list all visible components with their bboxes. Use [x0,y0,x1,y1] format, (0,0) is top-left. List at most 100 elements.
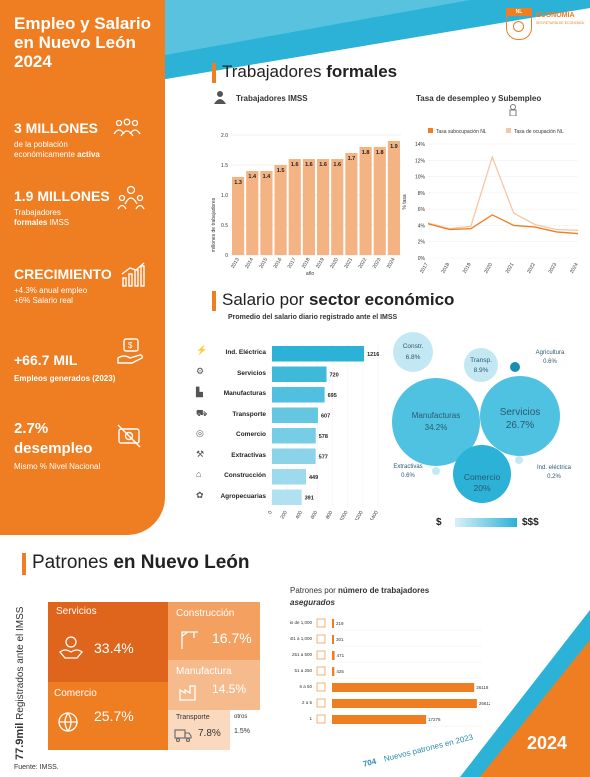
bar-value-label: 1.6 [319,162,327,168]
y-tick-label: 10% [415,175,426,181]
bar [272,407,318,423]
company-icon [316,698,326,708]
bar-value-label: 219 [336,621,344,626]
bar [332,619,334,628]
logo-subtitle: SECRETARÍA DE ECONOMÍA [536,21,584,25]
bar [246,171,259,255]
x-tick-label: 400 [295,510,304,520]
x-tick-label: 1400 [369,510,380,520]
x-tick-label: 2013 [230,257,241,270]
x-tick-label: 2022 [526,262,537,275]
bar-value-label: 577 [319,454,328,460]
truck-icon [174,728,192,743]
x-tick-label: 2019 [462,262,473,275]
row-label: 2 a 5 [302,700,313,705]
row-label: 251 a 500 [292,652,313,657]
commerce-icon: ◎ [196,428,204,438]
stat-line: IMSS [47,218,70,227]
row-label: 1 [309,716,312,721]
bar-value-label: 607 [321,413,330,419]
title-emphasis: en Nuevo León [113,552,250,573]
stat-new-jobs: +66.7 MIL Empleos generados (2023) [14,352,115,384]
bar [359,147,372,255]
bubble [464,348,498,382]
cell-label: Transporte [176,714,210,721]
bar-value-label: 1.6 [291,162,299,168]
imss-bar-chart: millones de trabajadores año 0 0.5 1.0 1.5 2… [211,133,401,275]
x-tick-label: 2021 [343,257,354,270]
y-axis-label: millones de trabajadores [211,197,217,252]
bar-value-label: 720 [330,372,339,378]
sector-label: Servicios [237,369,266,377]
stat-line: económicamente [14,150,78,159]
bar-value-label: 1.6 [305,162,313,168]
treemap-cell-transporte: Transporte 7.8% [168,710,230,750]
x-tick-label: 2021 [505,262,516,275]
x-tick-label: 2017 [419,262,430,275]
row-label: 51 a 250 [294,668,312,673]
bubble [510,362,520,372]
x-tick-label: 800 [325,510,334,520]
stat-value: +66.7 MIL [14,352,78,368]
factory-icon [178,682,198,702]
bubble-label: Extractivas [393,464,422,470]
bar [345,153,358,255]
bar [272,448,316,464]
sidebar [0,0,165,535]
extraction-icon: ⚒ [196,449,205,459]
x-tick-label: 2016 [273,257,284,270]
bar-value-label: 17276 [428,717,441,722]
y-tick-label: 2% [418,240,426,246]
sector-label: Transporte [232,410,266,418]
commerce-globe-icon [56,710,80,734]
x-tick-label: 600 [310,510,319,520]
bar-value-label: 1.8 [362,150,370,156]
company-icon [316,650,326,660]
title-part: Salario por [222,290,309,309]
crane-icon [178,628,200,650]
bar [331,159,344,255]
x-tick-label: 2015 [258,257,269,270]
bar-value-label: 391 [305,495,314,501]
treemap-cell-manufactura: Manufactura 14.5% [168,660,260,710]
new-patrons-value: 704 [362,756,378,769]
company-icon [316,682,326,692]
y-tick-label: 6% [418,207,426,213]
salary-bar-chart: 0 200 400 600 800 1000 1200 1400 1216 720 695 607 57… [268,344,380,520]
logo-badge: NL [507,8,531,16]
bar-value-label: 1.5 [277,168,285,174]
bar-value-label: 1.7 [348,156,356,162]
bar [332,683,475,692]
bar-value-label: 26612 [479,701,490,706]
sector-label: Ind. Eléctrica [225,349,266,356]
y-tick-label: 1.0 [221,193,228,199]
bar [387,141,400,255]
stat-value: 2.7% [14,420,49,437]
bar-value-label: 425 [336,669,344,674]
bar [232,177,245,255]
salary-chart-subtitle: Promedio del salario diario registrado a… [228,314,398,321]
x-tick-label: 2023 [548,262,559,275]
stat-line: de la población [14,140,68,149]
bubble-value: 0.2% [547,474,561,480]
stat-unemployment: 2.7% desempleo Mismo % Nivel Nacional [14,420,100,472]
company-icon [316,634,326,644]
bar [272,489,302,505]
stat-emphasis: activa [77,150,100,159]
title-line-1: Empleo y Salario [14,14,151,33]
year-badge: 2024 [527,733,568,753]
x-tick-label: 2022 [358,257,369,270]
stat-line: +6% Salario real [14,296,73,305]
svg-text:$: $ [128,341,133,350]
workers-icon [116,184,146,216]
bubble-label: Agricultura [536,350,565,356]
bar-value-label: 1.3 [234,180,242,186]
treemap-cell-otros: otros 1.5% [230,710,260,750]
stat-line: +4.3% anual empleo [14,286,88,295]
y-axis-label: % tasa [402,194,408,210]
series-line [427,155,579,231]
x-tick-label: 2019 [315,257,326,270]
bubble-label: Transp. [470,357,492,364]
bar-value-label: 1.9 [390,144,398,150]
bubble [453,445,511,503]
